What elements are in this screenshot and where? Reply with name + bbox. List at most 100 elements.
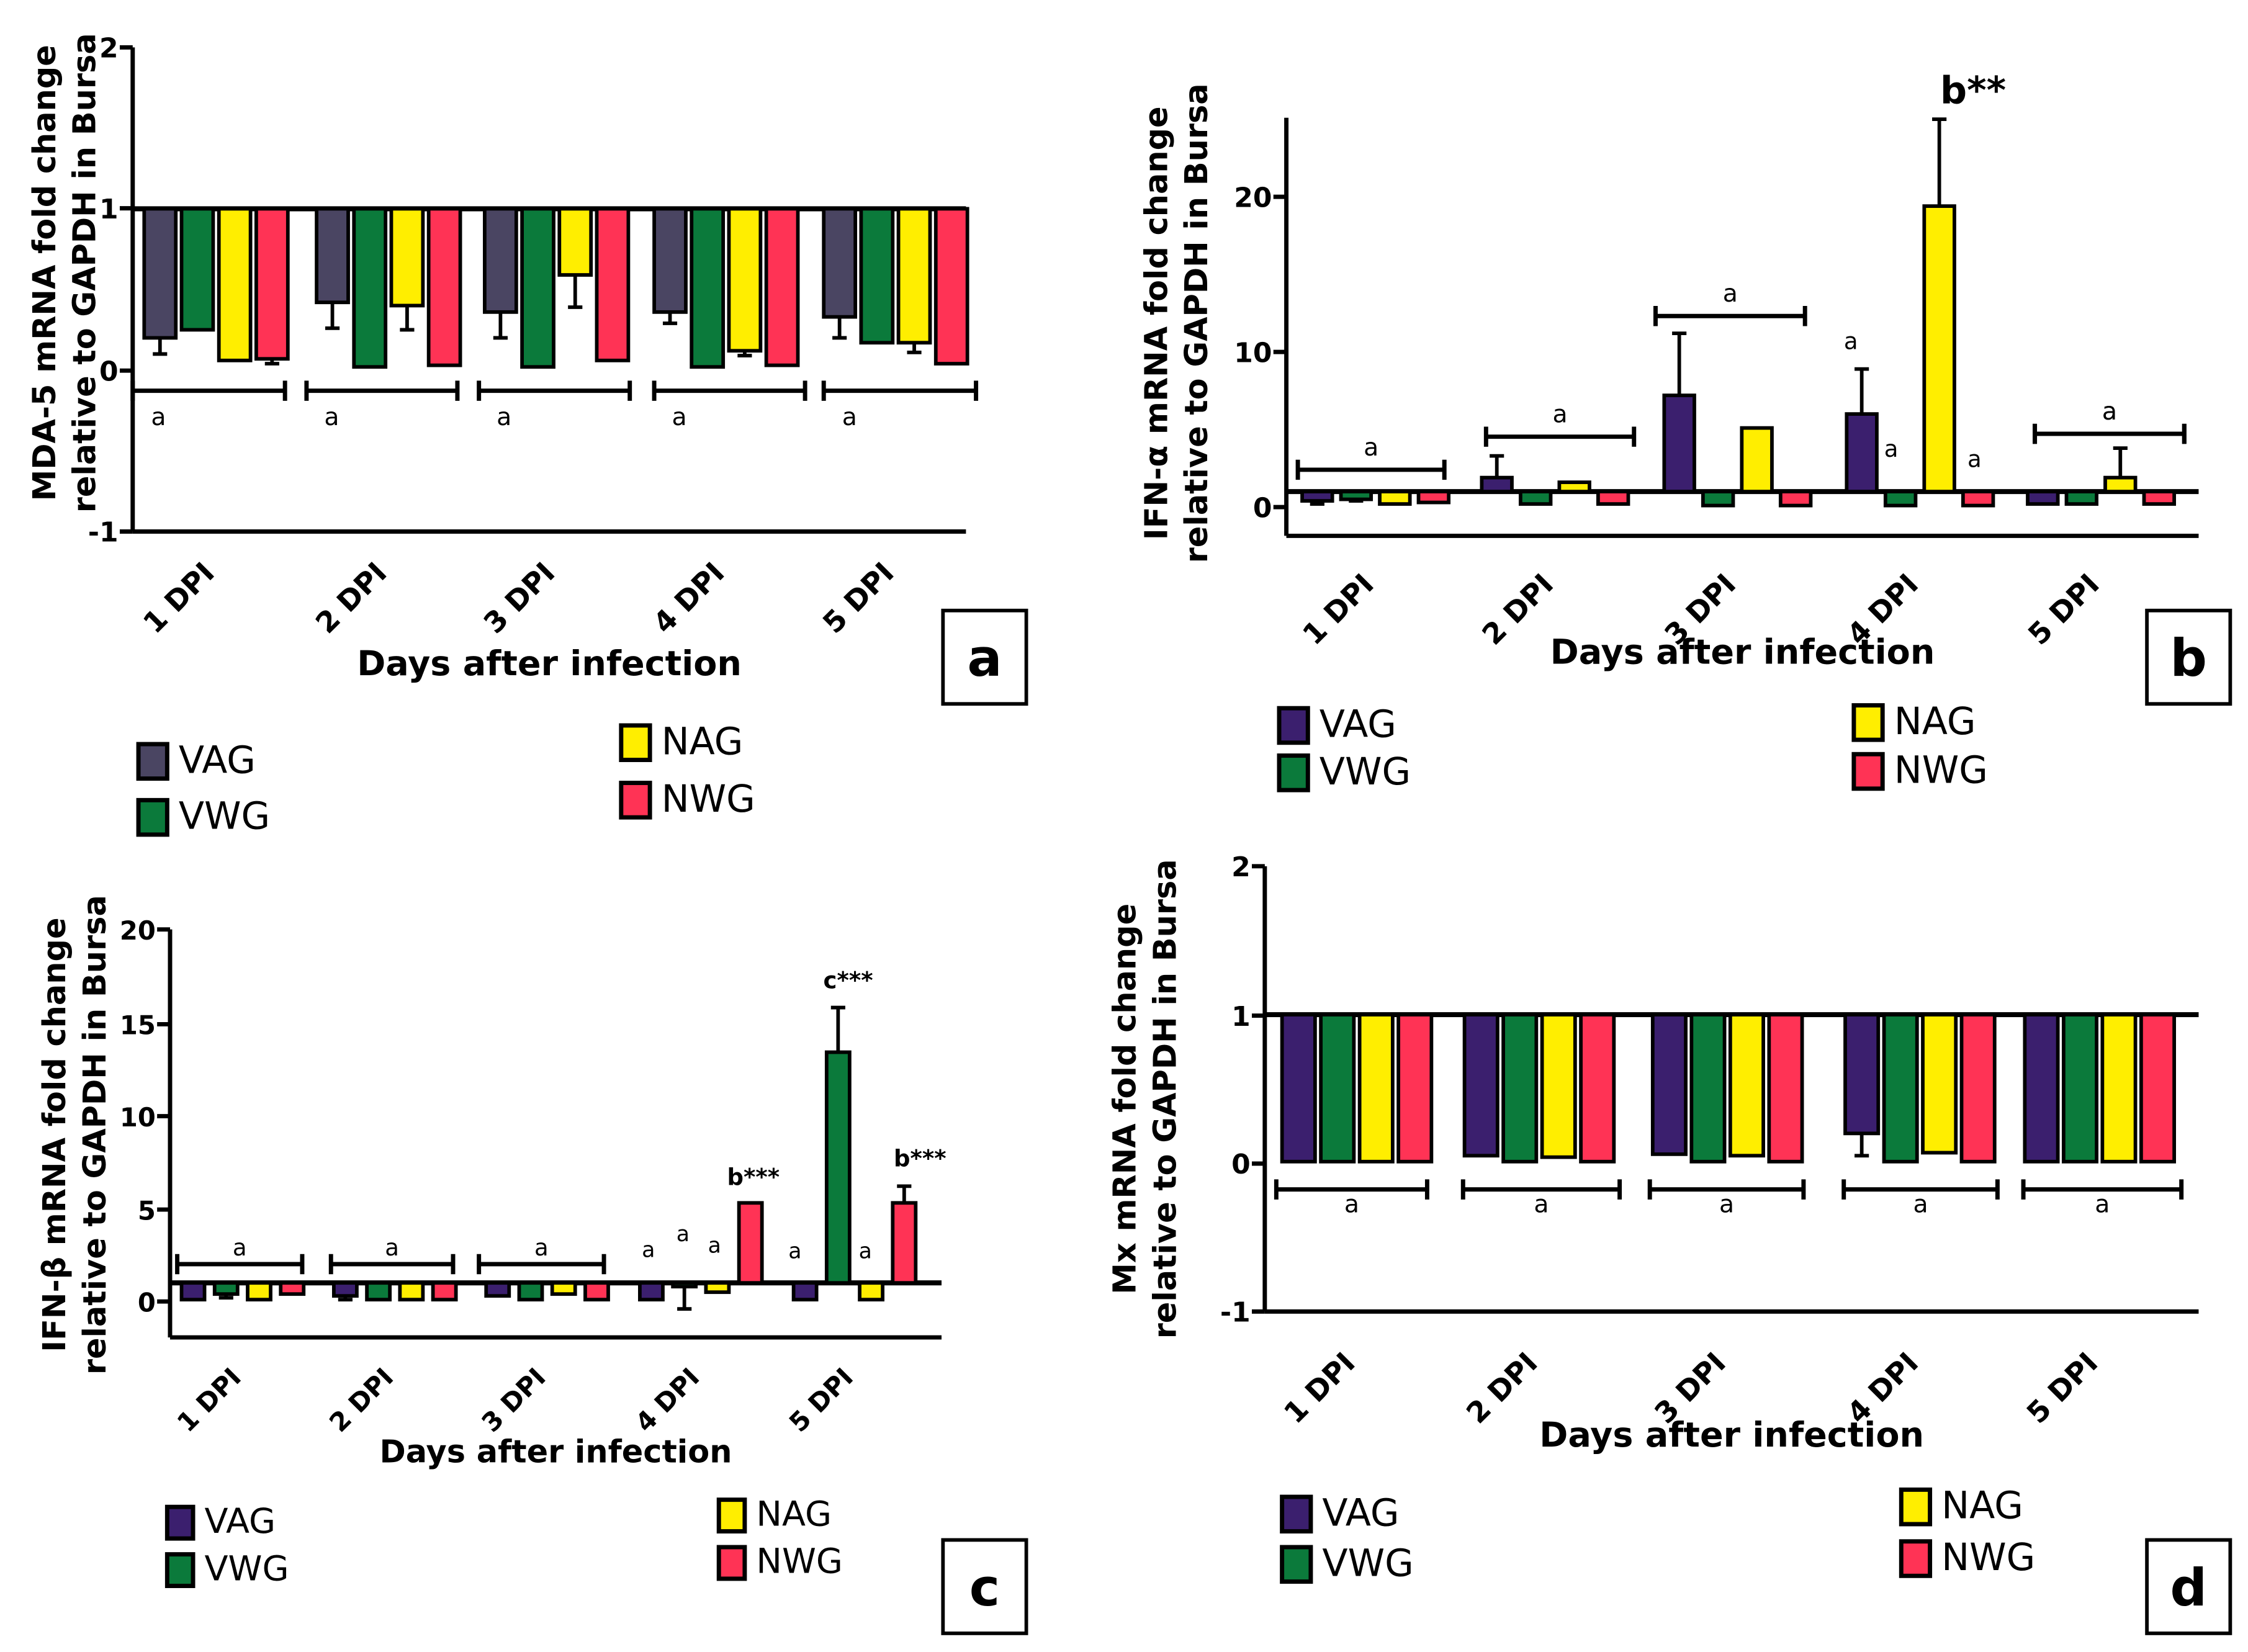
bar-nag [246, 1281, 272, 1302]
x-tick-label: 3 DPI [477, 556, 562, 640]
annotation: a [788, 1239, 801, 1264]
bar-nwg [737, 1201, 764, 1285]
bar-vag [638, 1281, 665, 1302]
group-label: a [1913, 1190, 1928, 1219]
y-axis-title-line1: IFN-α mRNA fold change [1138, 106, 1175, 540]
annotation: c*** [824, 967, 873, 994]
y-tick-label: 0 [1231, 1149, 1251, 1180]
x-axis-title: Days after infection [1539, 1415, 1924, 1455]
legend-swatch-vwg [1280, 1545, 1313, 1584]
group-label: a [2102, 397, 2117, 426]
bar-nwg [1767, 1013, 1804, 1164]
x-tick-label: 2 DPI [323, 1362, 399, 1438]
legend-label-vwg: VWG [179, 795, 270, 838]
legend-label-nwg: NWG [1894, 749, 1988, 792]
bar-vag [1845, 412, 1879, 494]
bar-nwg [595, 207, 631, 362]
bar-vag [2026, 490, 2060, 506]
bar-nwg [1416, 490, 1451, 505]
x-tick-label: 5 DPI [783, 1362, 859, 1438]
bar-nwg [426, 207, 462, 367]
legend-label-nag: NAG [662, 720, 744, 763]
y-tick-label: 10 [120, 1102, 156, 1133]
bar-nag [1921, 1013, 1958, 1155]
bar-vwg [1339, 490, 1374, 501]
annotation: b** [1940, 70, 2006, 113]
group-label: a [672, 403, 687, 431]
bar-nag [557, 207, 593, 277]
legend-swatch-nag [716, 1497, 747, 1534]
bar-vwg [1689, 1013, 1727, 1164]
legend-label-vwg: VWG [1322, 1542, 1413, 1585]
legend-label-vag: VAG [179, 738, 256, 782]
bar-vwg [1501, 1013, 1539, 1164]
legend-swatch-vwg [164, 1552, 196, 1588]
bar-nwg [279, 1281, 306, 1296]
y-tick-label: 1 [99, 194, 119, 225]
bar-vwg [1882, 1013, 1919, 1164]
y-axis-title-line1: MDA-5 mRNA fold change [27, 45, 63, 501]
bar-nwg [1596, 490, 1630, 506]
bar-vag [1662, 393, 1696, 494]
panel-label-box [941, 1538, 1028, 1635]
bar-vwg [1701, 490, 1735, 508]
legend-swatch-vag [1280, 1494, 1313, 1534]
y-axis-title-line2: relative to GAPDH in Bursa [1179, 83, 1215, 563]
bar-vwg [517, 1281, 544, 1302]
group-label: a [1723, 279, 1738, 308]
x-tick-label: 5 DPI [2020, 1346, 2105, 1430]
x-tick-label: 5 DPI [2021, 567, 2106, 652]
bar-vag [1843, 1013, 1881, 1136]
legend-swatch-vwg [1277, 753, 1310, 792]
bar-nag [2103, 475, 2138, 494]
bar-vwg [1319, 1013, 1356, 1164]
bar-nwg [891, 1201, 918, 1285]
annotation: a [1967, 446, 1982, 472]
panel-label-box [2145, 608, 2232, 706]
annotation: a [708, 1233, 721, 1258]
bar-vag [315, 207, 350, 305]
y-tick-label: 20 [1234, 182, 1272, 213]
bar-nwg [2139, 1013, 2176, 1164]
group-label: a [2095, 1190, 2110, 1219]
group-label: a [233, 1234, 247, 1261]
annotation: a [1844, 328, 1858, 354]
legend-label-vag: VAG [1320, 703, 1396, 746]
annotation: a [859, 1239, 872, 1264]
group-label: a [324, 403, 339, 431]
x-axis-title: Days after infection [357, 644, 742, 684]
panel-label: d [2170, 1558, 2207, 1618]
y-axis-title-line1: Mx mRNA fold change [1107, 904, 1144, 1295]
bar-vag [331, 1281, 359, 1298]
bar-vag [179, 1281, 207, 1302]
legend-swatch-nag [619, 723, 652, 762]
legend-swatch-nag [1899, 1487, 1933, 1527]
bar-vwg [824, 1050, 852, 1285]
y-tick-label: -1 [1220, 1297, 1251, 1329]
y-axis-title-line1: IFN-β mRNA fold change [37, 918, 73, 1352]
x-axis-title: Days after infection [380, 1434, 732, 1470]
group-label: a [842, 403, 857, 431]
group-label: a [497, 403, 511, 431]
group-label: a [1552, 400, 1567, 429]
bar-vwg [859, 207, 895, 345]
group-label: a [1344, 1190, 1359, 1219]
legend-label-vag: VAG [1322, 1491, 1399, 1535]
bar-vag [1650, 1013, 1688, 1156]
bar-vwg [1518, 490, 1553, 506]
bar-vag [652, 207, 688, 314]
panel-label: a [967, 628, 1002, 688]
x-tick-label: 1 DPI [1277, 1346, 1362, 1430]
bar-nwg [254, 207, 290, 361]
bar-nwg [1396, 1013, 1434, 1164]
legend-label-vag: VAG [205, 1501, 276, 1542]
annotation: b*** [727, 1164, 780, 1191]
panel-d: 210-1a a a a a1 DPI 2 DPI 3 DPI 4 DPI 5 DPIDays … [1107, 851, 2232, 1635]
group-label: a [151, 403, 166, 431]
legend-label-nag: NAG [1894, 700, 1976, 743]
x-tick-label: 1 DPI [137, 556, 221, 640]
